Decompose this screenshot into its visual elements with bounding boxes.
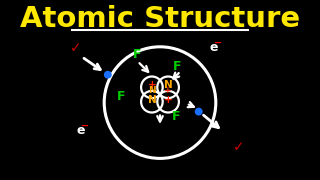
Text: ✓: ✓ [70, 41, 82, 55]
Text: +: + [164, 86, 172, 95]
Text: F: F [172, 110, 180, 123]
Text: +: + [164, 94, 172, 105]
Text: Atomic Structure: Atomic Structure [20, 5, 300, 33]
Text: −: − [214, 38, 222, 48]
Text: e: e [76, 124, 85, 137]
Text: F: F [173, 60, 181, 73]
Text: ✓: ✓ [233, 140, 244, 154]
Circle shape [105, 71, 111, 78]
Text: N: N [164, 80, 172, 90]
Circle shape [196, 108, 202, 115]
Text: N: N [148, 94, 156, 105]
Text: F: F [133, 48, 142, 61]
Text: N: N [148, 86, 156, 95]
Text: +: + [148, 80, 156, 90]
Text: e: e [210, 41, 218, 54]
Text: F: F [117, 90, 125, 103]
Text: −: − [81, 121, 89, 131]
